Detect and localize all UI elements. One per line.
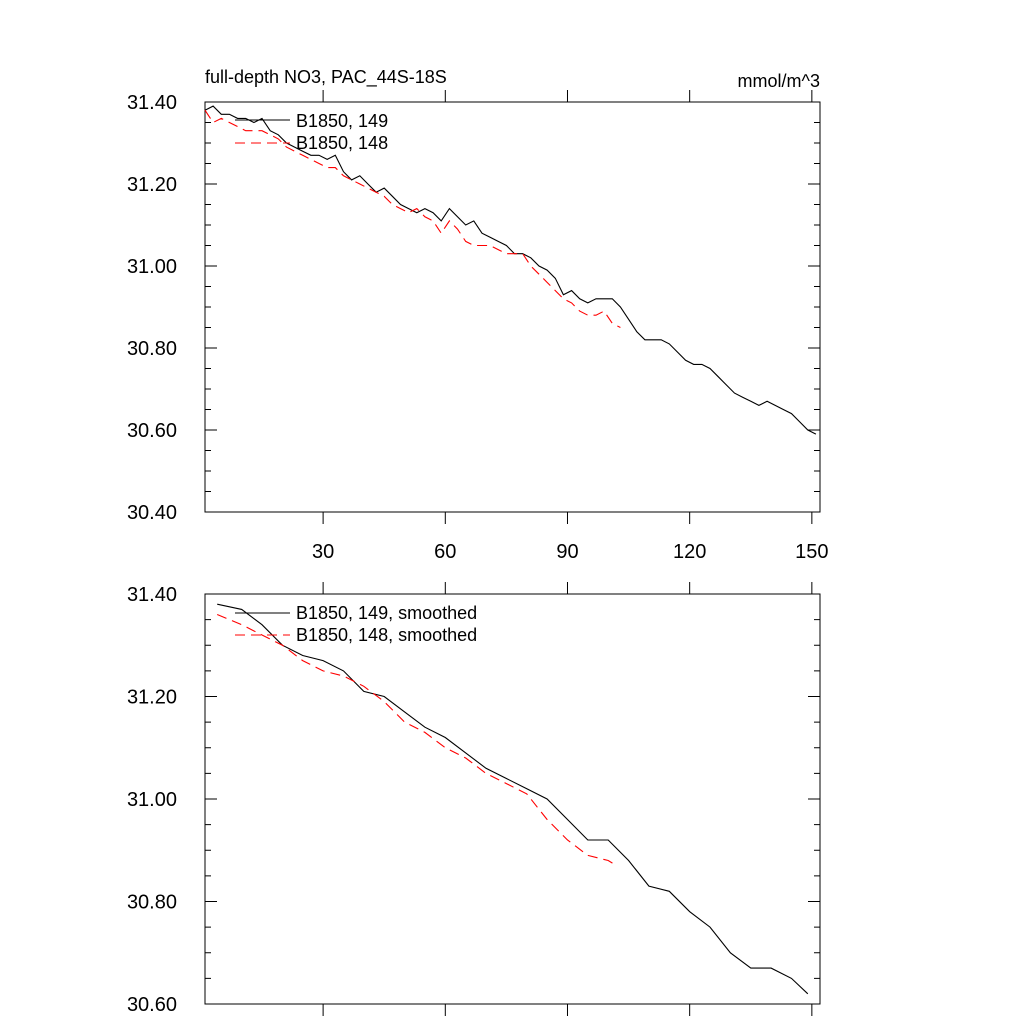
y-tick-label: 30.40 [127,502,177,524]
y-tick-label: 31.40 [127,584,177,606]
series-lines [204,105,817,435]
y-tick-label: 30.60 [127,994,177,1016]
legend-entry: B1850, 149 [296,111,388,131]
legend-entry: B1850, 148, smoothed [296,625,477,645]
y-tick-label: 30.60 [127,420,177,442]
chart-title: full-depth NO3, PAC_44S-18S [205,67,447,88]
legend: B1850, 149, smoothed B1850, 148, smoothe… [235,603,477,645]
plot-frame [204,593,821,1005]
y-tick-label: 31.20 [127,687,177,709]
units-label: mmol/m^3 [738,71,820,91]
series-line [204,105,817,435]
x-tick-label: 60 [434,541,456,563]
series-line [216,613,617,867]
y-tick-label: 30.80 [127,338,177,360]
x-tick-label: 120 [673,541,706,563]
x-tick-label: 150 [795,541,828,563]
y-tick-label: 30.80 [127,892,177,914]
legend-entry: B1850, 149, smoothed [296,603,477,623]
plot-frame [204,101,821,513]
bottom-panel: 31.40 31.20 31.00 30.80 30.60 B1850, 149, sm… [127,582,821,1016]
y-tick-label: 31.00 [127,256,177,278]
y-tick-label: 31.00 [127,789,177,811]
axis-ticks: 31.40 31.20 31.00 30.80 30.60 30.40 30 60 90 120 1… [127,90,829,563]
axis-ticks: 31.40 31.20 31.00 30.80 30.60 [127,582,820,1016]
x-tick-label: 30 [312,541,334,563]
y-tick-label: 31.20 [127,174,177,196]
legend: B1850, 149 B1850, 148 [235,111,388,153]
y-tick-label: 31.40 [127,92,177,114]
x-tick-label: 90 [556,541,578,563]
series-lines [216,603,809,995]
legend-entry: B1850, 148 [296,133,388,153]
series-line [204,109,621,328]
series-line [217,603,809,995]
top-panel: full-depth NO3, PAC_44S-18S mmol/m^3 31.… [127,67,829,563]
